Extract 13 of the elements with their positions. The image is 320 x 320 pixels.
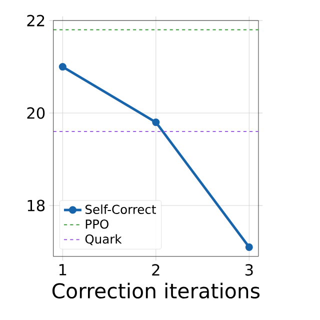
x-tick-label: 1 bbox=[59, 264, 66, 276]
legend-label: Self-Correct bbox=[86, 204, 156, 214]
y-tick-label: 18 bbox=[28, 200, 45, 212]
y-tick-label: 22 bbox=[27, 14, 44, 26]
point bbox=[58, 62, 66, 71]
point bbox=[152, 118, 160, 126]
point bbox=[245, 243, 253, 251]
legend-label: PPO bbox=[86, 219, 108, 229]
legend-label: Quark bbox=[85, 234, 122, 246]
x-axis-title: Correction iterations bbox=[52, 282, 260, 299]
x-tick-label: 2 bbox=[152, 264, 160, 276]
x-tick-label: 3 bbox=[245, 264, 253, 276]
y-tick-label: 20 bbox=[27, 107, 45, 119]
